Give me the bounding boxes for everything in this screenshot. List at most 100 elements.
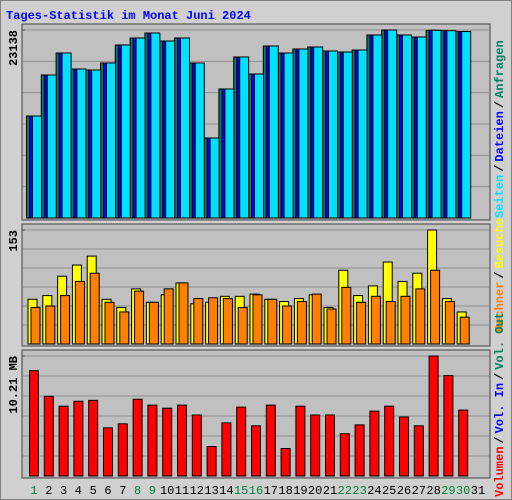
bar xyxy=(416,36,427,219)
bar xyxy=(252,294,263,345)
bar xyxy=(222,298,233,345)
legend-entry: Rechner xyxy=(493,282,507,332)
bar xyxy=(46,74,57,219)
bar xyxy=(29,370,39,477)
legend: Seiten / Dateien / Anfragen xyxy=(493,40,507,218)
x-tick-label: 7 xyxy=(119,484,126,498)
y-tick-label: 23138 xyxy=(7,30,21,66)
bar xyxy=(119,311,130,345)
x-tick-label: 8 xyxy=(134,484,141,498)
bar xyxy=(325,414,335,477)
bar xyxy=(430,269,441,345)
x-tick-label: 23 xyxy=(352,484,366,498)
bar xyxy=(402,34,412,219)
x-tick-label: 4 xyxy=(75,484,82,498)
bar xyxy=(370,295,381,345)
bar xyxy=(413,425,424,477)
legend-separator: / xyxy=(493,373,507,380)
x-tick-label: 31 xyxy=(471,484,485,498)
bar xyxy=(58,405,69,477)
bar xyxy=(387,29,398,219)
x-tick-label: 11 xyxy=(175,484,189,498)
bar xyxy=(415,288,426,345)
legend-entry: Vol. Out xyxy=(493,312,507,370)
bar xyxy=(254,73,264,219)
bar xyxy=(30,306,41,345)
x-tick-label: 22 xyxy=(338,484,352,498)
bar xyxy=(148,301,159,345)
bar xyxy=(224,88,235,219)
bar xyxy=(342,51,353,219)
x-tick-label: 12 xyxy=(190,484,204,498)
bar xyxy=(237,306,248,345)
bar xyxy=(296,301,307,345)
bar xyxy=(32,115,42,219)
bar xyxy=(162,407,173,477)
bar xyxy=(310,414,321,477)
x-tick-label: 21 xyxy=(323,484,337,498)
bar xyxy=(251,425,261,477)
bar xyxy=(357,49,368,219)
bar xyxy=(400,295,411,345)
x-tick-label: 28 xyxy=(426,484,440,498)
bar xyxy=(354,424,365,477)
bar xyxy=(458,409,469,477)
legend-separator: / xyxy=(493,271,507,278)
bar xyxy=(369,410,380,477)
x-tick-label: 18 xyxy=(278,484,292,498)
bar xyxy=(267,298,278,345)
x-tick-label: 1 xyxy=(30,484,37,498)
bar xyxy=(120,44,131,219)
x-tick-label: 14 xyxy=(219,484,233,498)
bar xyxy=(74,280,85,345)
bar xyxy=(459,316,470,345)
x-tick-label: 5 xyxy=(90,484,97,498)
legend-entry: Volumen xyxy=(493,447,507,497)
legend-entry: Dateien xyxy=(493,111,507,161)
bar xyxy=(326,308,337,345)
bar xyxy=(178,282,189,345)
bar xyxy=(43,395,54,477)
legend-entry: Besuche xyxy=(493,218,507,268)
y-tick-label: 10.21 MB xyxy=(7,356,21,414)
bar xyxy=(134,290,145,345)
bar xyxy=(60,295,71,345)
chart-title: Tages-Statistik im Monat Juni 2024 xyxy=(6,9,251,23)
x-tick-label: 20 xyxy=(308,484,322,498)
bar xyxy=(444,301,455,345)
bar xyxy=(268,45,279,219)
x-tick-label: 9 xyxy=(149,484,156,498)
x-tick-label: 30 xyxy=(456,484,470,498)
bar xyxy=(265,404,276,477)
bar xyxy=(339,433,350,477)
bar xyxy=(221,422,232,477)
bar xyxy=(180,37,190,219)
bar xyxy=(132,398,143,477)
bar xyxy=(356,301,367,345)
bar xyxy=(61,52,72,219)
bar xyxy=(117,423,128,477)
bar xyxy=(208,297,219,345)
bar xyxy=(206,445,217,477)
bar xyxy=(193,298,204,345)
bar xyxy=(313,46,324,219)
bar xyxy=(73,400,84,477)
bar xyxy=(384,405,395,477)
x-tick-label: 10 xyxy=(160,484,174,498)
x-tick-label: 3 xyxy=(60,484,67,498)
bar xyxy=(282,305,293,345)
legend-entry: Anfragen xyxy=(493,40,507,98)
bar xyxy=(209,137,220,219)
bar xyxy=(399,416,409,477)
x-tick-label: 6 xyxy=(104,484,111,498)
bar xyxy=(239,56,250,219)
bar xyxy=(106,62,116,219)
bar xyxy=(295,405,306,477)
x-tick-label: 26 xyxy=(397,484,411,498)
bar xyxy=(461,31,472,219)
bar xyxy=(283,52,294,219)
bar xyxy=(428,355,439,477)
x-tick-label: 29 xyxy=(441,484,455,498)
bar xyxy=(89,272,100,345)
bar xyxy=(341,286,352,345)
